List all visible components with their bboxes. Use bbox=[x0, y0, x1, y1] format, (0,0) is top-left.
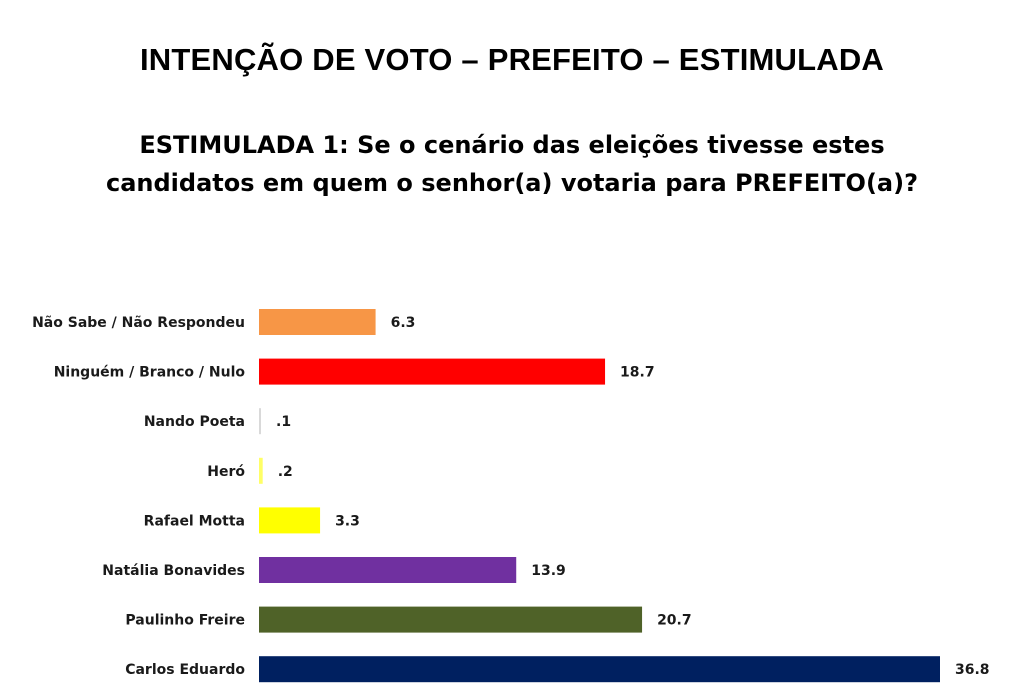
bar-nando-poeta bbox=[259, 408, 261, 435]
bar-hero bbox=[259, 457, 263, 484]
category-label-carlos-eduardo: Carlos Eduardo bbox=[125, 662, 245, 678]
chart-subtitle: ESTIMULADA 1: Se o cenário das eleições … bbox=[0, 126, 1024, 202]
bar-ninguem-branco-nulo bbox=[259, 358, 606, 385]
value-label-rafael-motta: 3.3 bbox=[335, 513, 360, 529]
category-label-nao-sabe-nao-respondeu: Não Sabe / Não Respondeu bbox=[32, 315, 245, 331]
category-label-natalia-bonavides: Natália Bonavides bbox=[102, 563, 245, 579]
value-label-natalia-bonavides: 13.9 bbox=[531, 563, 566, 579]
value-label-nando-poeta: .1 bbox=[276, 414, 291, 430]
category-label-paulinho-freire: Paulinho Freire bbox=[125, 613, 245, 629]
bar-carlos-eduardo bbox=[259, 656, 940, 683]
bar-natalia-bonavides bbox=[259, 557, 517, 583]
category-label-hero: Heró bbox=[207, 464, 245, 480]
category-label-rafael-motta: Rafael Motta bbox=[144, 513, 245, 529]
value-label-paulinho-freire: 20.7 bbox=[657, 613, 692, 629]
bar-rafael-motta bbox=[259, 507, 321, 534]
category-label-ninguem-branco-nulo: Ninguém / Branco / Nulo bbox=[54, 365, 246, 381]
category-label-nando-poeta: Nando Poeta bbox=[144, 414, 245, 430]
subtitle-line-2: candidatos em quem o senhor(a) votaria p… bbox=[105, 169, 918, 197]
value-label-hero: .2 bbox=[278, 464, 293, 480]
bar-paulinho-freire bbox=[259, 606, 643, 633]
value-label-nao-sabe-nao-respondeu: 6.3 bbox=[391, 315, 416, 331]
bar-nao-sabe-nao-respondeu bbox=[259, 309, 376, 335]
chart-title: INTENÇÃO DE VOTO – PREFEITO – ESTIMULADA bbox=[139, 42, 885, 77]
subtitle-line-1: ESTIMULADA 1: Se o cenário das eleições … bbox=[139, 131, 885, 159]
value-label-carlos-eduardo: 36.8 bbox=[955, 662, 990, 678]
value-label-ninguem-branco-nulo: 18.7 bbox=[620, 365, 655, 381]
